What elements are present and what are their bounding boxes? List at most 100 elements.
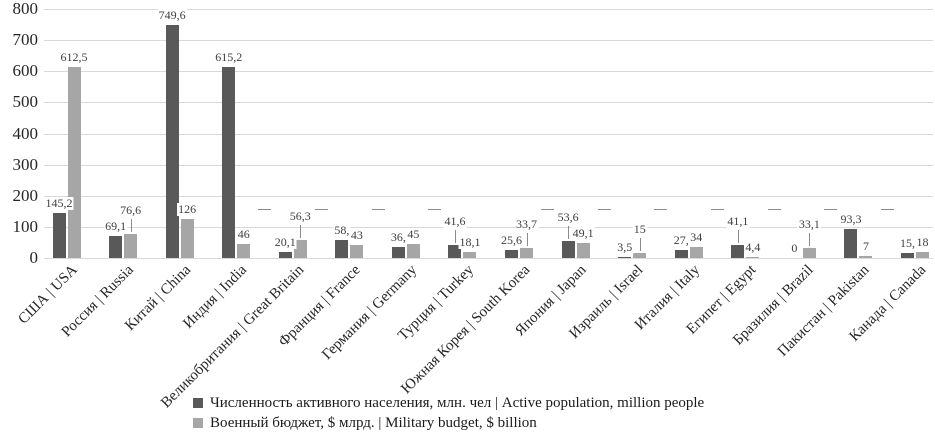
value-label: 69,1: [104, 219, 128, 234]
y-axis-tick-label: 700: [12, 30, 39, 50]
value-label: 145,2: [44, 195, 74, 210]
bar-military-budget: [237, 243, 251, 258]
bar-active-population: [52, 212, 66, 258]
bar-military-budget: [689, 247, 703, 258]
value-label: 34: [689, 230, 704, 245]
y-axis-tick-label: 500: [12, 92, 39, 112]
label-leader-line: [371, 209, 385, 210]
value-label: 3,5: [616, 239, 634, 254]
gridline: [44, 40, 933, 42]
value-label: 15,: [899, 236, 917, 251]
label-leader-line: [880, 209, 894, 210]
legend-swatch-military-budget: [193, 418, 203, 428]
label-leader-line: [526, 232, 528, 246]
y-axis-tick-label: 600: [12, 61, 39, 81]
label-leader-line: [597, 209, 611, 210]
legend-item-military-budget: Военный бюджет, $ млрд. | Military budge…: [193, 413, 704, 433]
bar-military-budget: [406, 243, 420, 258]
value-label: 0: [790, 241, 799, 255]
value-label: 749,6: [157, 7, 187, 22]
bar-military-budget: [293, 240, 307, 258]
value-label: 46: [236, 226, 251, 241]
bar-active-population: [335, 239, 349, 258]
value-label: 33,7: [515, 216, 539, 231]
bar-military-budget: [463, 252, 477, 258]
value-label: 41,1: [726, 214, 750, 229]
y-axis-tick-label: 200: [12, 185, 39, 205]
value-label: 76,6: [119, 203, 143, 218]
y-axis-tick-label: 300: [12, 154, 39, 174]
value-label: 20,1: [273, 234, 297, 249]
value-label: 126: [177, 201, 198, 216]
bar-active-population: [391, 246, 405, 258]
value-label: 15: [632, 222, 647, 237]
label-leader-line: [130, 219, 132, 233]
value-label: 36,: [389, 229, 407, 244]
bar-active-population: [505, 250, 519, 258]
bar-military-budget: [520, 247, 534, 258]
bar-military-budget: [67, 67, 81, 258]
value-label: 4,4: [744, 239, 762, 254]
label-leader-line: [809, 232, 811, 246]
value-label: 45: [406, 226, 421, 241]
bar-military-budget: [746, 256, 760, 258]
legend: Численность активного населения, млн. че…: [193, 393, 704, 433]
value-label: 612,5: [59, 50, 89, 65]
value-label: 41,6: [443, 214, 467, 229]
bar-military-budget: [859, 255, 873, 258]
value-label: 27,: [672, 232, 690, 247]
gridline: [44, 195, 933, 197]
label-leader-line: [428, 209, 442, 210]
label-leader-line: [824, 209, 838, 210]
bar-active-population: [109, 236, 123, 258]
bar-active-population: [901, 253, 915, 258]
bar-military-budget: [576, 242, 590, 258]
bar-military-budget: [633, 253, 647, 258]
value-label: 43: [349, 227, 364, 242]
bar-military-budget: [350, 244, 364, 258]
value-label: 7: [861, 238, 870, 253]
x-axis-label: Германия | Germany: [319, 262, 421, 363]
bar-military-budget: [180, 218, 194, 258]
bar-military-budget: [124, 234, 138, 258]
bar-active-population: [844, 228, 858, 258]
value-label: 49,1: [571, 225, 595, 240]
y-axis-tick-label: 400: [12, 123, 39, 143]
bar-active-population: [618, 256, 632, 258]
gridline: [44, 9, 933, 10]
bar-active-population: [731, 245, 745, 258]
bar-active-population: [222, 66, 236, 258]
bar-active-population: [674, 249, 688, 258]
label-leader-line: [767, 209, 781, 210]
bar-active-population: [165, 24, 179, 258]
label-leader-line: [568, 226, 570, 240]
value-label: 56,3: [288, 209, 312, 224]
label-leader-line: [315, 209, 329, 210]
legend-swatch-active-population: [193, 398, 203, 408]
label-leader-line: [737, 230, 739, 244]
label-leader-line: [654, 209, 668, 210]
value-label: 33,1: [797, 216, 821, 231]
y-axis-tick-label: 100: [12, 216, 39, 236]
gridline: [44, 71, 933, 73]
label-leader-line: [258, 209, 272, 210]
y-axis-tick-label: 0: [29, 248, 39, 267]
value-label: 53,6: [556, 210, 580, 225]
label-leader-line: [639, 238, 641, 252]
legend-item-active-population: Численность активного населения, млн. че…: [193, 393, 704, 413]
bar-active-population: [448, 245, 462, 258]
y-axis-tick-label: 800: [12, 0, 39, 18]
legend-label-military-budget: Военный бюджет, $ млрд. | Military budge…: [210, 414, 537, 431]
label-leader-line: [541, 209, 555, 210]
value-label: 25,6: [500, 233, 524, 248]
gridline: [44, 102, 933, 104]
bar-active-population: [561, 241, 575, 258]
label-leader-line: [300, 225, 302, 239]
value-label: 18: [915, 235, 930, 250]
label-leader-line: [454, 230, 456, 244]
bar-active-population: [278, 251, 292, 258]
gridline: [44, 226, 933, 228]
bar-military-budget: [802, 247, 816, 258]
value-label: 18,1: [458, 235, 482, 250]
